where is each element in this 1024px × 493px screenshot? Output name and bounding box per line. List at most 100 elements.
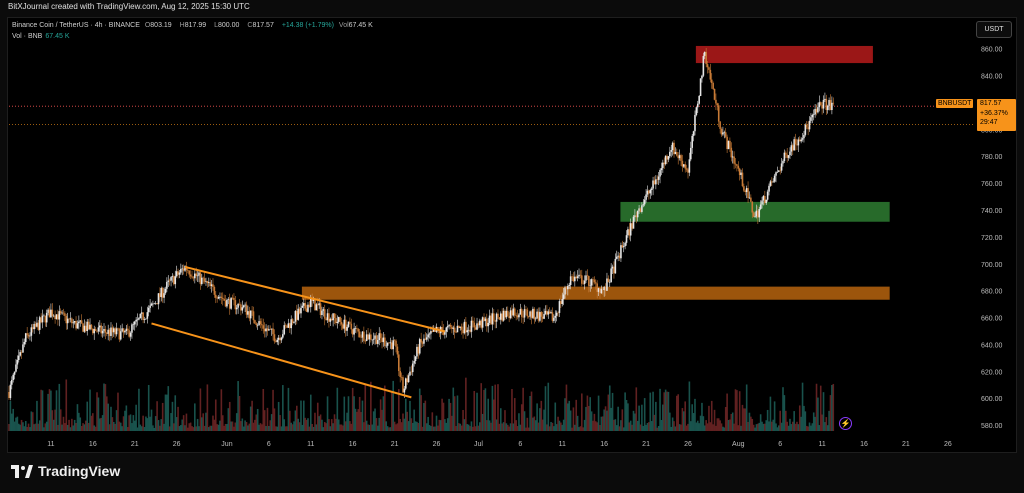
candle-body [527,316,530,317]
candle-body [645,194,647,200]
candle-body [677,155,680,159]
volume-bar [618,426,621,431]
candle-body [420,339,422,343]
candle-body [322,309,325,311]
candle-body [731,156,734,158]
candle-body [474,327,477,330]
volume-bar [611,392,614,431]
volume-bar [811,423,814,431]
volume-bar [75,423,77,431]
candle-body [344,319,347,331]
candle-body [747,188,749,198]
volume-bar [8,423,10,431]
volume-bar [501,423,503,431]
candle-body [268,329,270,331]
candle-body [632,216,635,229]
volume-bar [789,418,791,431]
volume-bar [534,420,537,431]
volume-bar [247,425,249,431]
volume-bar [831,385,833,431]
candle-body [332,313,334,321]
candle-body [114,328,116,335]
candle-body [353,328,355,335]
volume-bar [452,387,455,431]
volume-bar [516,426,519,431]
volume-bar [532,417,534,431]
volume-bar [347,396,350,431]
candle-body [634,215,636,217]
volume-bar [76,404,79,431]
volume-bar [815,383,818,431]
candle-body [831,102,833,111]
volume-bar [455,426,457,431]
volume-bar [657,426,660,431]
volume-bar [529,395,531,431]
volume-bar [425,423,428,431]
lightning-icon[interactable]: ⚡ [839,417,852,430]
volume-bar [600,416,603,431]
candle-body [548,311,551,314]
candle-body [744,190,747,193]
candle-body [421,342,424,344]
tradingview-brand[interactable]: TradingView [11,463,120,479]
candle-body [670,150,673,152]
volume-bar [168,426,171,431]
candle-body [391,342,393,350]
candle-body [762,195,765,201]
candle-body [406,378,408,383]
volume-bar [94,426,97,431]
x-tick-label: 21 [902,441,910,448]
volume-bar [178,426,181,431]
volume-bar [748,412,751,431]
volume-bar [256,408,259,431]
volume-bar [157,420,160,431]
candle-body [726,136,728,150]
candle-body [128,330,130,337]
candle-body [129,332,132,337]
candle-body [480,320,483,328]
candle-body [97,327,100,332]
candle-body [16,359,19,365]
candle-body [379,333,382,339]
candle-body [124,331,126,333]
volume-bar [174,395,177,431]
candle-body [160,287,163,298]
volume-bar [38,420,41,431]
volume-bar [213,419,216,431]
candle-body [395,340,397,347]
volume-bar [336,387,339,431]
candle-body [810,117,812,121]
candle-body [191,276,193,278]
volume-bar [58,383,61,431]
volume-bar [541,419,544,431]
volume-bar [252,422,255,431]
candle-body [396,346,399,355]
x-tick-label: 11 [47,441,54,448]
volume-bar [26,426,28,431]
volume-bar [622,427,625,431]
volume-bar [562,419,565,431]
volume-bar [745,384,748,431]
volume-bar [298,422,301,431]
candle-body [365,334,368,342]
candle-body [103,329,105,331]
candle-body [83,325,86,332]
candle-body [34,323,37,327]
volume-bar [744,408,747,431]
candle-body [287,323,290,328]
volume-bar [698,423,700,431]
volume-bar [311,424,313,431]
candle-body [388,342,390,344]
candle-body [337,317,340,322]
candle-body [256,324,259,326]
candle-body [800,139,802,142]
volume-bar [671,417,674,431]
volume-bar [631,424,633,431]
candle-body [202,277,204,279]
volume-bar [413,409,415,431]
currency-unit-button[interactable]: USDT [976,21,1012,38]
candle-body [532,308,534,318]
y-tick-label: 600.00 [981,396,1003,403]
candle-body [560,301,562,304]
